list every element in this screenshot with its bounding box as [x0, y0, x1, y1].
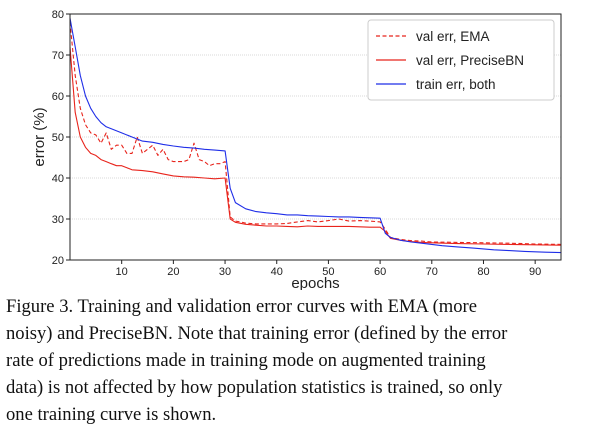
x-axis-label: epochs [291, 275, 339, 290]
x-tick-label: 40 [271, 266, 283, 278]
x-tick-label: 70 [426, 266, 438, 278]
caption-line: noisy) and PreciseBN. Note that training… [6, 323, 508, 344]
legend-label: val err, EMA [416, 29, 490, 44]
legend: val err, EMA val err, PreciseBN train err,… [367, 19, 555, 101]
legend-box [367, 19, 555, 101]
caption-line: rate of predictions made in training mod… [6, 350, 486, 371]
y-tick-label: 50 [52, 132, 64, 144]
x-tick-label: 20 [167, 266, 179, 278]
x-tick-label: 80 [477, 266, 489, 278]
x-tick-label: 30 [219, 266, 231, 278]
series-line [69, 18, 562, 254]
x-tick-label: 60 [374, 266, 386, 278]
y-tick-label: 60 [52, 91, 64, 103]
caption-line: data) is not affected by how population … [6, 377, 503, 398]
y-tick-label: 70 [52, 50, 64, 62]
y-axis-label: error (%) [31, 107, 48, 166]
x-tick-label: 90 [529, 266, 541, 278]
caption-line: one training curve is shown. [6, 404, 217, 425]
y-tick-label: 30 [52, 214, 64, 226]
figure-caption: Figure 3. Training and validation error … [6, 293, 591, 428]
x-tick-label: 10 [116, 266, 128, 278]
y-tick-label: 80 [52, 9, 64, 21]
legend-label: val err, PreciseBN [416, 53, 524, 68]
series-lines [69, 18, 562, 254]
series-line [69, 22, 562, 245]
y-tick-label: 40 [52, 173, 64, 185]
legend-label: train err, both [416, 77, 496, 92]
caption-line: Figure 3. Training and validation error … [6, 296, 477, 317]
y-tick-label: 20 [52, 255, 64, 267]
axis-ticks: 20 30 40 50 60 70 80 10 20 30 40 50 60 70 80 90 [52, 9, 542, 278]
x-tick-label: 50 [322, 266, 334, 278]
